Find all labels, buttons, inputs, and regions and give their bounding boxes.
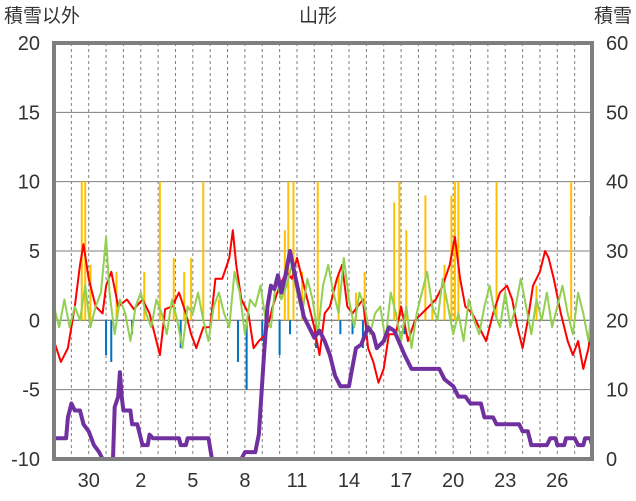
x-tick-label: 14 (338, 470, 360, 492)
y-tick-label-left: 20 (18, 33, 40, 55)
y-tick-label-right: 0 (606, 449, 617, 471)
x-tick-label: 2 (135, 470, 146, 492)
grid-layer (54, 42, 592, 460)
right-axis-label: 積雪 (594, 5, 632, 27)
y-tick-label-right: 10 (606, 380, 628, 402)
x-tick-label: 5 (187, 470, 198, 492)
y-tick-label-right: 60 (606, 33, 628, 55)
y-tick-label-left: -10 (11, 449, 40, 471)
x-tick-label: 26 (546, 470, 568, 492)
x-tick-label: 11 (287, 470, 308, 492)
line-layer (52, 229, 594, 461)
chart-title: 山形 (299, 5, 337, 27)
plot-frame (52, 41, 594, 461)
x-tick-label: 8 (239, 470, 250, 492)
x-tick-label: 30 (78, 470, 100, 492)
x-tick-label: 17 (390, 470, 412, 492)
y-tick-label-left: 5 (29, 241, 40, 263)
y-tick-label-left: -5 (22, 380, 40, 402)
series-line (53, 236, 593, 350)
y-tick-label-right: 20 (606, 310, 628, 332)
x-tick-label: 20 (442, 470, 464, 492)
series-line (53, 229, 593, 384)
y-tick-label-left: 15 (18, 102, 40, 124)
y-tick-label-left: 0 (29, 310, 40, 332)
y-tick-label-left: 10 (18, 172, 40, 194)
y-tick-label-right: 50 (606, 102, 628, 124)
x-tick-label: 23 (494, 470, 516, 492)
left-axis-label: 積雪以外 (4, 5, 80, 27)
series-line (52, 249, 594, 461)
y-tick-label-right: 40 (606, 172, 628, 194)
y-tick-label-right: 30 (606, 241, 628, 263)
